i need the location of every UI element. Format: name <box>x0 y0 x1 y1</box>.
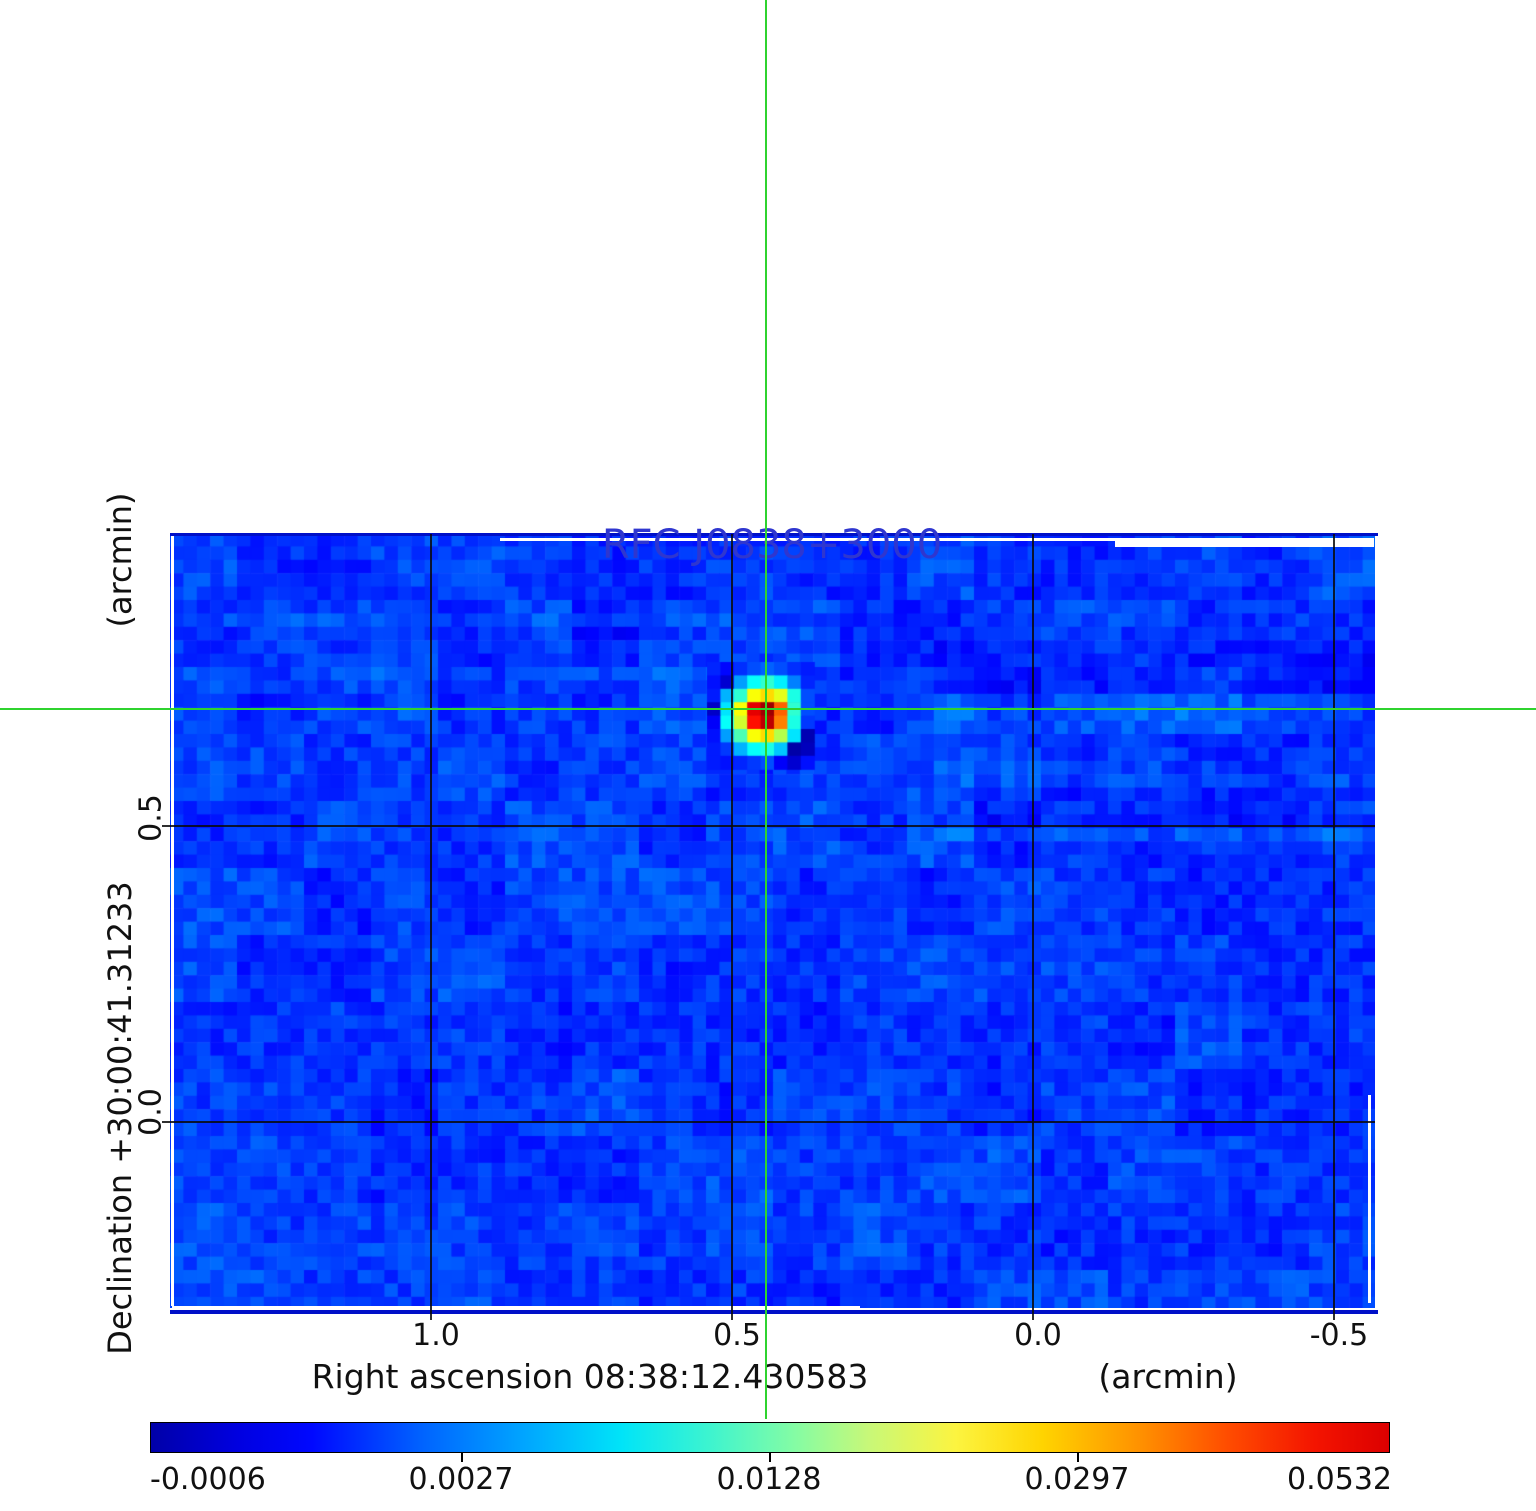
grid-line-ra--0.5 <box>1333 534 1335 1320</box>
y-tick-0.5: 0.5 <box>133 794 169 842</box>
frame-edge-left <box>171 536 174 1306</box>
y-tick-0.0: 0.0 <box>133 1088 169 1136</box>
frame-bottom-line <box>170 1310 1378 1314</box>
frame-edge-top-right <box>1115 538 1374 547</box>
x-axis-unit-label: (arcmin) <box>1098 1357 1238 1396</box>
x-axis-label: Right ascension 08:38:12.430583 <box>311 1357 869 1396</box>
crosshair-horizontal-line <box>0 708 1536 711</box>
frame-top-line <box>170 533 1378 536</box>
colorbar-gradient <box>151 1423 1389 1452</box>
y-axis-unit-label: (arcmin) <box>101 492 139 628</box>
colorbar-label-3: 0.0297 <box>1024 1462 1130 1497</box>
colorbar-label-4: 0.0532 <box>1287 1462 1392 1497</box>
colorbar <box>150 1422 1390 1453</box>
figure-title: RFC J0838+3000 <box>601 522 943 568</box>
colorbar-tick-1 <box>461 1453 463 1462</box>
colorbar-label-2: 0.0128 <box>716 1462 822 1497</box>
colorbar-tick-3 <box>1077 1453 1079 1462</box>
colorbar-label-0: -0.0006 <box>150 1462 266 1497</box>
grid-line-ra-0.5 <box>731 534 733 1320</box>
frame-edge-right <box>1368 1095 1371 1303</box>
grid-line-ra-0.0 <box>1032 534 1034 1320</box>
x-tick-1.0: 1.0 <box>412 1318 460 1353</box>
colorbar-tick-2 <box>769 1453 771 1462</box>
frame-edge-top <box>500 538 1374 541</box>
x-tick-0.5: 0.5 <box>713 1318 761 1353</box>
grid-line-dec-0.5 <box>162 825 1375 827</box>
grid-line-dec-0.0 <box>162 1121 1375 1123</box>
x-tick--0.5: -0.5 <box>1309 1318 1369 1353</box>
colorbar-label-1: 0.0027 <box>408 1462 514 1497</box>
x-tick-0.0: 0.0 <box>1014 1318 1062 1353</box>
sky-image <box>170 533 1375 1308</box>
frame-edge-bottom <box>172 1306 860 1310</box>
grid-line-ra-1.0 <box>430 534 432 1320</box>
